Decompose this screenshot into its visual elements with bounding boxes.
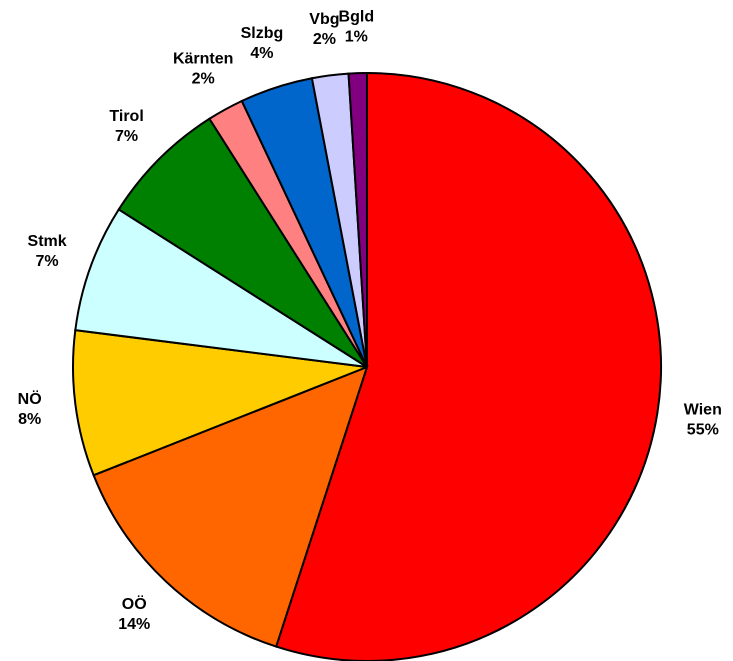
pie-slice xyxy=(274,71,662,661)
slice-value-label: 55% xyxy=(687,421,719,438)
slice-label: Kärnten xyxy=(173,50,233,67)
slice-value-label: 2% xyxy=(313,31,336,48)
slice-value-label: 8% xyxy=(18,411,41,428)
slice-label: Slzbg xyxy=(241,25,284,42)
slice-value-label: 14% xyxy=(118,616,150,633)
pie-slice xyxy=(117,117,368,368)
slice-label: OÖ xyxy=(122,594,147,613)
pie-slice xyxy=(347,71,368,368)
slice-value-label: 7% xyxy=(36,253,59,270)
pie-slice xyxy=(72,329,368,477)
slice-value-label: 7% xyxy=(115,128,138,145)
pie-slice xyxy=(92,365,369,648)
slice-label: Wien xyxy=(684,401,722,418)
slice-value-label: 1% xyxy=(345,28,368,45)
slice-label: Vbg xyxy=(309,11,339,28)
pie-slice xyxy=(74,208,368,368)
slice-label: Bgld xyxy=(339,8,375,25)
slice-value-label: 2% xyxy=(192,70,215,87)
slice-label: Tirol xyxy=(109,108,143,125)
slice-label: Stmk xyxy=(28,233,67,250)
slice-value-label: 4% xyxy=(250,45,273,62)
slice-label: NÖ xyxy=(18,389,42,408)
